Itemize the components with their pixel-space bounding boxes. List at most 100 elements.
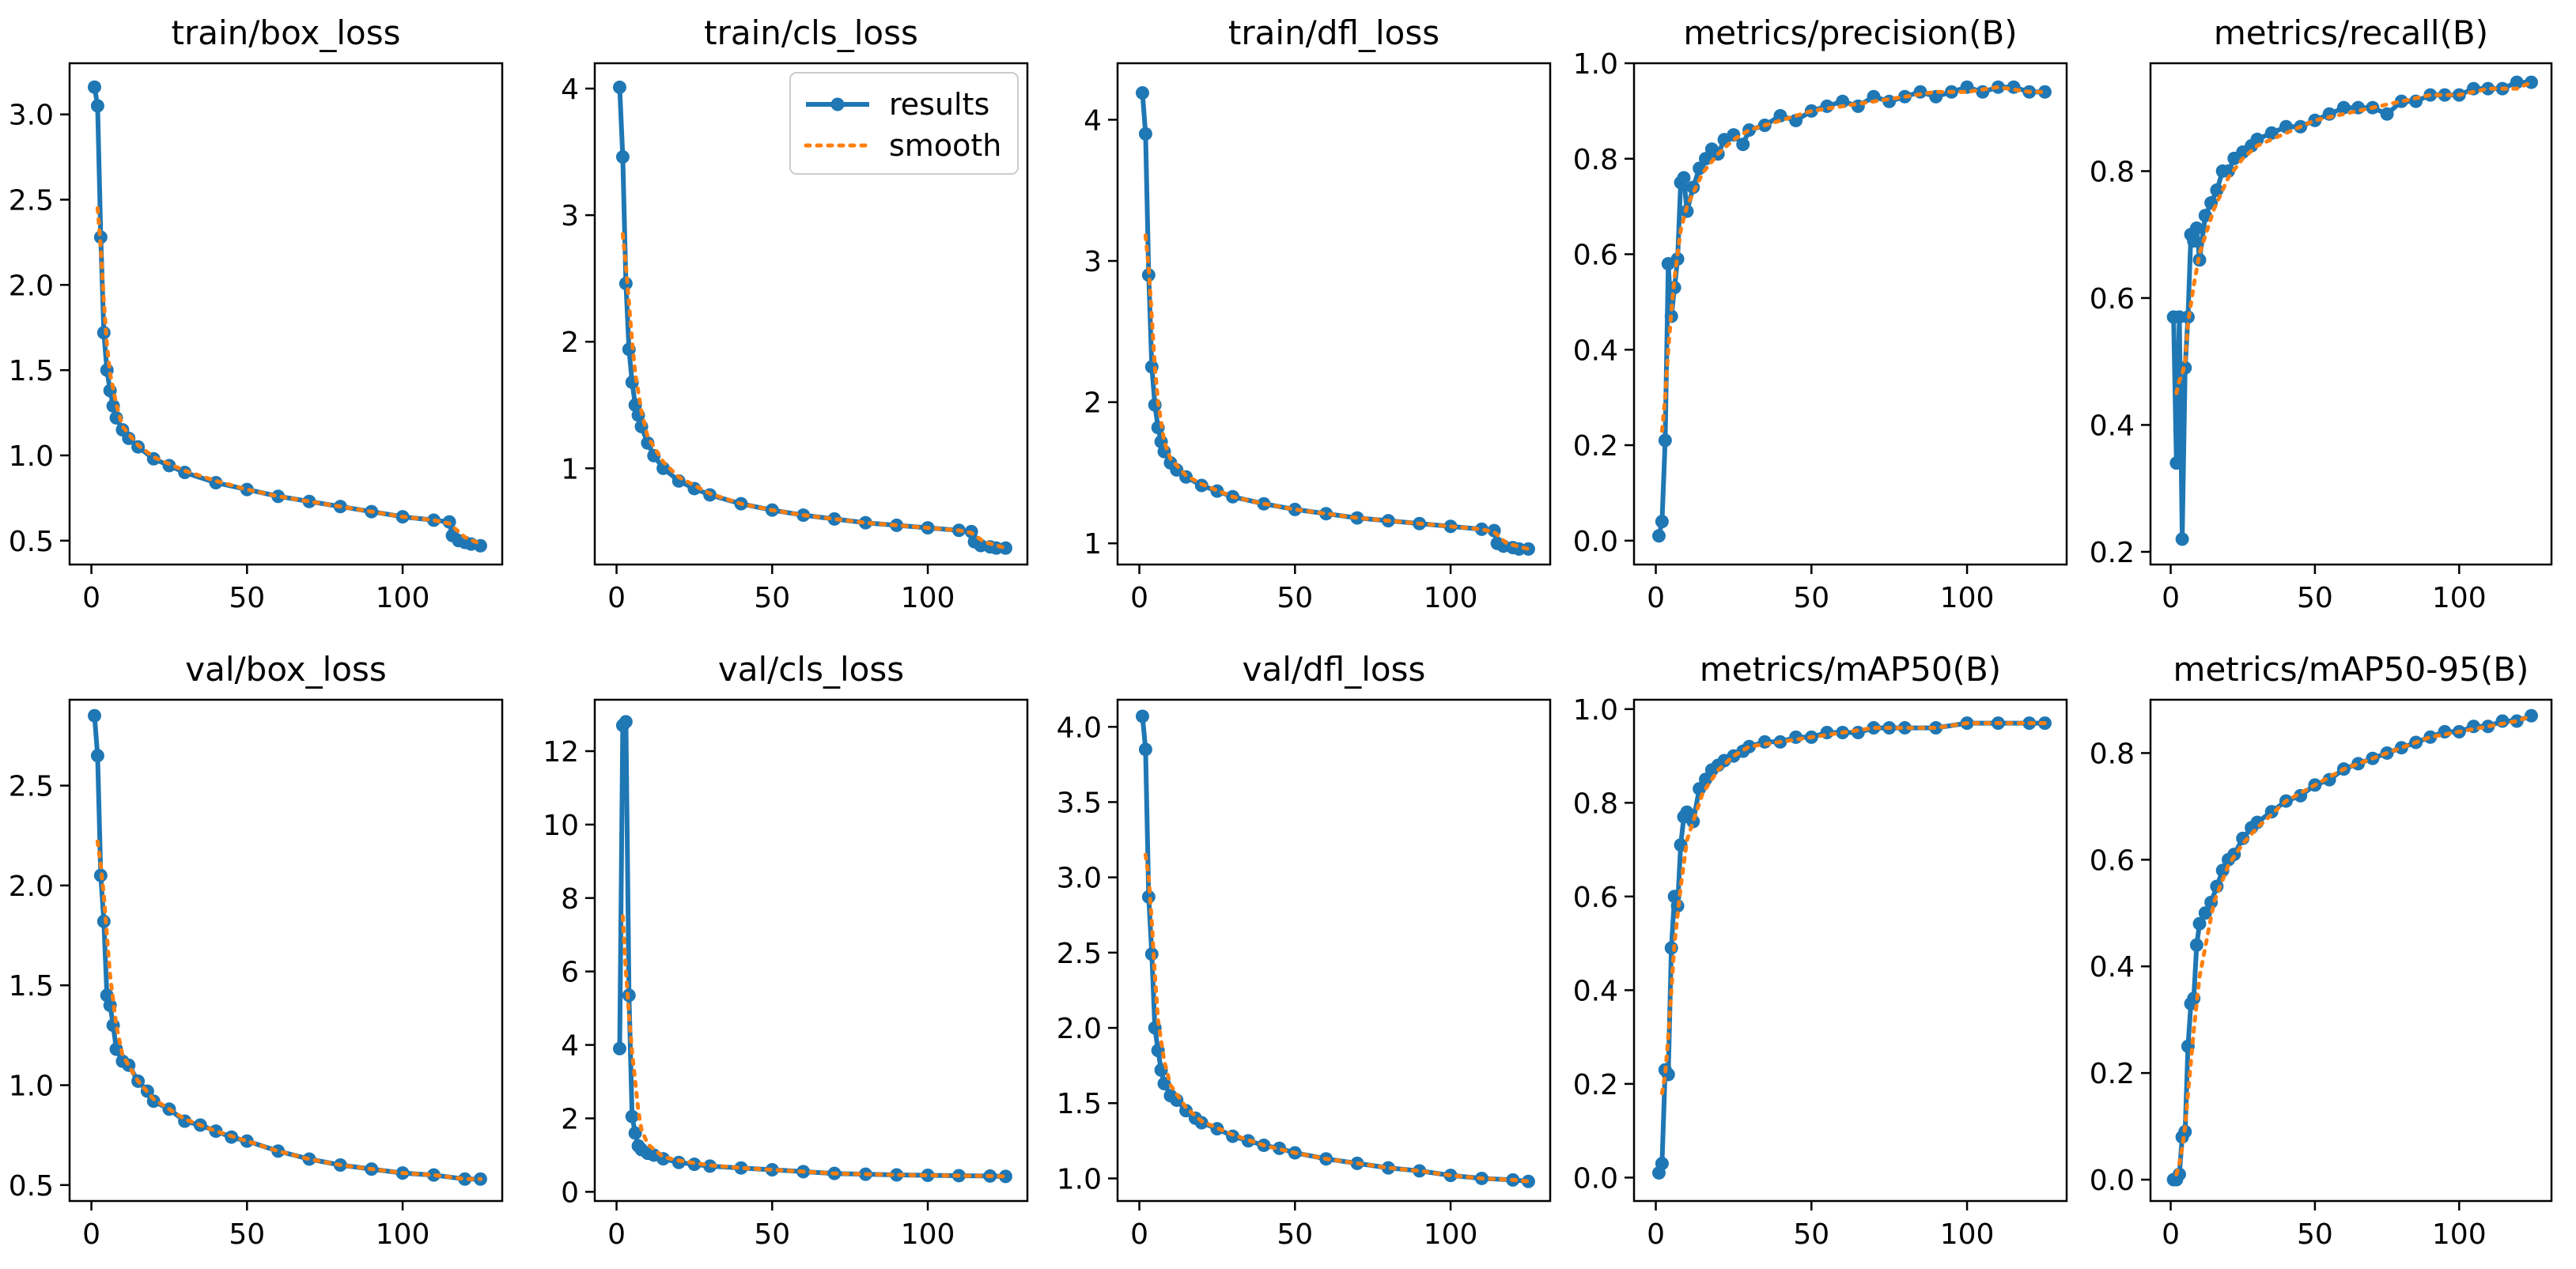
y-tick-label: 2 bbox=[561, 1103, 579, 1135]
results-point bbox=[2336, 100, 2351, 115]
results-point bbox=[240, 1134, 254, 1148]
y-tick-label: 0.4 bbox=[1573, 975, 1618, 1007]
results-point bbox=[2210, 183, 2224, 198]
results-point bbox=[458, 1172, 472, 1186]
y-tick-label: 1.0 bbox=[1573, 694, 1618, 727]
x-tick-label: 100 bbox=[376, 582, 430, 614]
y-tick-label: 1.5 bbox=[9, 970, 54, 1003]
y-tick-label: 8 bbox=[561, 883, 579, 916]
results-point bbox=[2189, 221, 2203, 236]
chart-panel: metrics/mAP50-95(B) 0 50 100 0.0 0.2 0.4 0.6 0.8 bbox=[2090, 650, 2553, 1251]
smooth-series-line bbox=[1659, 85, 2047, 433]
results-point bbox=[615, 149, 630, 164]
results-point bbox=[1288, 502, 1302, 516]
chart-panel: train/box_loss 0 50 100 0.5 1.0 1.5 2.0 2.5 3.0 bbox=[9, 13, 504, 614]
results-point bbox=[2221, 164, 2235, 178]
smooth-series-line bbox=[95, 839, 482, 1181]
results-point bbox=[1157, 1076, 1171, 1090]
x-tick-label: 50 bbox=[754, 1218, 790, 1251]
axes-frame bbox=[68, 698, 504, 1203]
results-point bbox=[90, 749, 104, 763]
results-point bbox=[2481, 81, 2495, 96]
axes-frame bbox=[1632, 698, 2068, 1203]
x-tick-label: 50 bbox=[2297, 1218, 2333, 1251]
results-point bbox=[1658, 433, 1672, 448]
panel-title: metrics/mAP50-95(B) bbox=[2173, 650, 2529, 689]
y-tick-label: 1.5 bbox=[1057, 1088, 1102, 1120]
plot-area bbox=[2166, 708, 2538, 1187]
x-tick-label: 50 bbox=[1277, 1218, 1313, 1251]
results-point bbox=[240, 482, 254, 497]
results-point bbox=[2495, 714, 2510, 728]
panel-title: metrics/recall(B) bbox=[2214, 13, 2488, 52]
y-tick-label: 1.0 bbox=[1573, 48, 1618, 81]
y-tick-label: 0.8 bbox=[2090, 156, 2135, 188]
smooth-series-line bbox=[620, 914, 1008, 1179]
legend-smooth-label: smooth bbox=[889, 128, 1001, 163]
axes-frame bbox=[593, 62, 1029, 566]
smooth-series-line bbox=[95, 206, 482, 546]
panel-title: val/dfl_loss bbox=[1243, 650, 1426, 689]
x-tick-label: 100 bbox=[1424, 1218, 1478, 1251]
results-point bbox=[1138, 742, 1152, 757]
panel-title: train/box_loss bbox=[172, 13, 401, 52]
legend-results-marker bbox=[830, 97, 845, 111]
results-series-line bbox=[92, 715, 481, 1182]
smooth-series-line bbox=[2174, 713, 2533, 1176]
chart-panel: val/dfl_loss 0 50 100 1.0 1.5 2.0 2.5 3.0 3.5 4.0 bbox=[1057, 650, 1552, 1251]
smooth-series-line bbox=[2174, 80, 2533, 395]
results-point bbox=[1897, 721, 1912, 735]
results-series-line bbox=[2173, 713, 2532, 1182]
y-tick-label: 4 bbox=[1084, 104, 1102, 137]
y-tick-label: 0.4 bbox=[1573, 334, 1618, 367]
y-tick-label: 0.8 bbox=[1573, 787, 1618, 820]
y-tick-label: 3 bbox=[1084, 246, 1102, 278]
y-tick-label: 4 bbox=[561, 74, 579, 106]
y-tick-label: 0.0 bbox=[2090, 1165, 2135, 1197]
results-point bbox=[612, 1041, 626, 1056]
results-point bbox=[2198, 209, 2212, 223]
x-tick-label: 0 bbox=[2162, 1218, 2180, 1251]
y-tick-label: 2.5 bbox=[1057, 938, 1102, 970]
results-point bbox=[1413, 1164, 1427, 1178]
legend: results smooth bbox=[789, 72, 1019, 175]
y-tick-label: 0.0 bbox=[1573, 1162, 1618, 1195]
results-point bbox=[1670, 252, 1685, 266]
results-series-line bbox=[2171, 80, 2532, 542]
y-tick-label: 2 bbox=[1084, 387, 1102, 420]
results-point bbox=[998, 1169, 1012, 1184]
chart-panel: val/box_loss 0 50 100 0.5 1.0 1.5 2.0 2.5 bbox=[9, 650, 504, 1251]
x-tick-label: 100 bbox=[901, 1218, 955, 1251]
results-point bbox=[2192, 916, 2207, 931]
results-point bbox=[921, 1168, 935, 1182]
panel-title: metrics/precision(B) bbox=[1683, 13, 2017, 52]
results-point bbox=[890, 1168, 904, 1182]
x-tick-label: 50 bbox=[1277, 582, 1313, 614]
x-tick-label: 0 bbox=[1647, 1218, 1665, 1251]
results-point bbox=[1474, 522, 1488, 536]
y-tick-label: 1 bbox=[1084, 528, 1102, 561]
results-point bbox=[1179, 1104, 1193, 1118]
x-tick-label: 0 bbox=[1130, 582, 1148, 614]
x-tick-label: 0 bbox=[1130, 1218, 1148, 1251]
results-point bbox=[90, 99, 104, 113]
results-series-line bbox=[1656, 720, 2045, 1174]
results-point bbox=[96, 914, 111, 928]
plot-area bbox=[87, 708, 487, 1186]
chart-panel: metrics/precision(B) 0 50 100 0.0 0.2 0.4 0.6 0.… bbox=[1573, 13, 2068, 614]
results-point bbox=[2175, 532, 2189, 546]
results-point bbox=[1170, 463, 1184, 477]
x-tick-label: 0 bbox=[2162, 582, 2180, 614]
results-point bbox=[734, 1161, 748, 1175]
results-point bbox=[93, 230, 108, 244]
plot-area bbox=[87, 80, 487, 553]
smooth-series-line bbox=[1143, 233, 1530, 551]
x-tick-label: 100 bbox=[1424, 582, 1478, 614]
y-tick-label: 0.5 bbox=[9, 526, 54, 558]
results-point bbox=[96, 326, 111, 340]
y-tick-label: 3.0 bbox=[1057, 863, 1102, 895]
smooth-series-line bbox=[1659, 721, 2047, 1096]
x-tick-label: 0 bbox=[607, 1218, 626, 1251]
results-point bbox=[1789, 113, 1803, 127]
